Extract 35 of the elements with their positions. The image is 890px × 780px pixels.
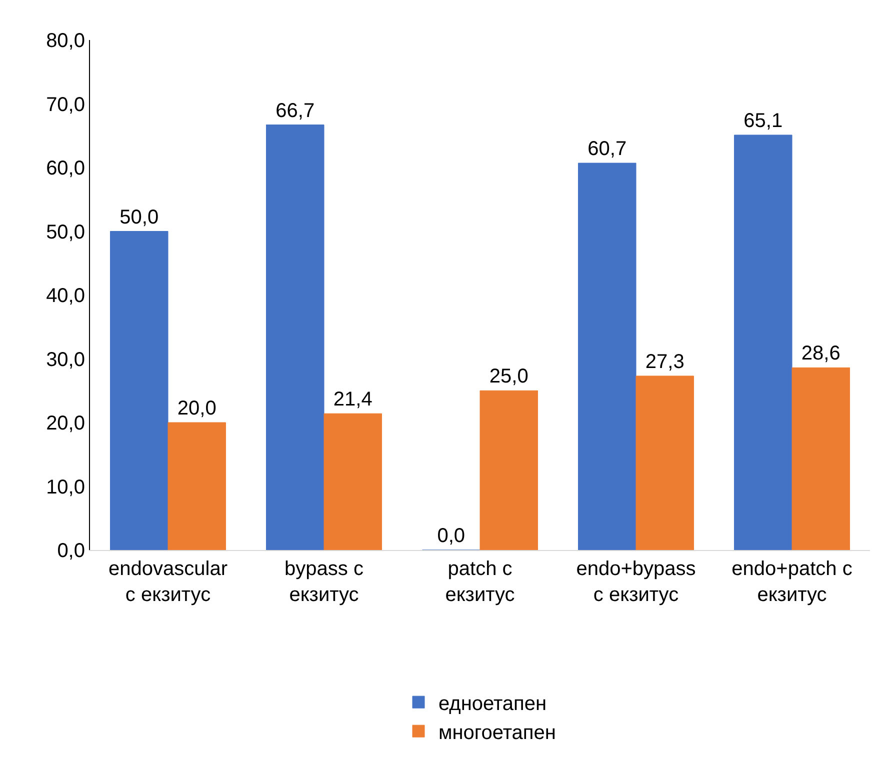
legend-label: едноетапен xyxy=(438,692,547,715)
y-tick-label: 60,0 xyxy=(46,158,85,180)
x-tick-label: patch с екзитус xyxy=(445,558,515,606)
bar xyxy=(168,422,226,550)
bar xyxy=(324,413,382,550)
data-label: 66,7 xyxy=(276,100,315,122)
y-tick-label: 10,0 xyxy=(46,476,85,498)
bar xyxy=(578,162,636,550)
bar xyxy=(110,231,168,550)
bar xyxy=(480,390,538,550)
y-tick-label: 70,0 xyxy=(46,94,85,116)
y-tick-label: 50,0 xyxy=(46,221,85,244)
y-tick-label: 40,0 xyxy=(46,285,85,307)
data-label: 28,6 xyxy=(801,342,840,365)
y-tick-label: 30,0 xyxy=(46,348,85,371)
data-label: 0,0 xyxy=(437,525,466,547)
legend-label: многоетапен xyxy=(438,722,556,744)
bar xyxy=(734,134,792,550)
data-label: 50,0 xyxy=(120,206,159,228)
x-tick-label: bypass с екзитус xyxy=(284,558,364,606)
data-label: 65,1 xyxy=(744,110,783,132)
x-tick-label: endo+patch с екзитус xyxy=(732,558,852,606)
data-label: 25,0 xyxy=(489,366,528,388)
data-label: 20,0 xyxy=(177,398,216,420)
y-tick-label: 80,0 xyxy=(46,30,85,52)
bar xyxy=(792,367,850,550)
data-label: 27,3 xyxy=(645,350,684,373)
data-label: 21,4 xyxy=(333,388,372,411)
bar xyxy=(636,376,694,550)
y-tick-label: 20,0 xyxy=(46,412,85,434)
x-tick-label: endovascular с екзитус xyxy=(108,558,228,606)
x-tick-label: endo+bypass с екзитус xyxy=(576,558,696,606)
bar xyxy=(266,124,324,550)
data-label: 60,7 xyxy=(588,138,627,160)
y-tick-label: 0,0 xyxy=(57,540,85,562)
